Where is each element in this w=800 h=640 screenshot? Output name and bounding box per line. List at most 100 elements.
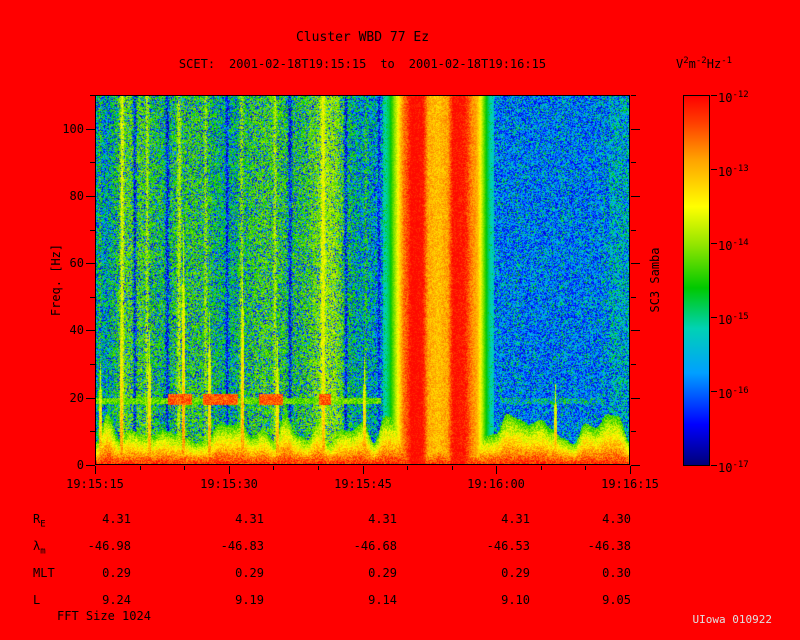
scet-start-time: 2001-02-18T19:15:15: [229, 57, 367, 71]
tick-mark: [86, 330, 95, 331]
y-tick-label: 0: [76, 458, 84, 472]
tick-mark: [273, 466, 274, 470]
eph-value: 4.31: [235, 512, 264, 526]
x-tick-label: 19:16:00: [467, 477, 525, 491]
colorbar-unit-label: V2m-2Hz-1: [676, 56, 733, 71]
y-tick-label: 20: [69, 391, 84, 405]
tick-mark: [90, 431, 95, 432]
tick-mark: [496, 466, 497, 474]
scet-line: SCET: 2001-02-18T19:15:15 to 2001-02-18T19:…: [60, 57, 665, 71]
eph-row-label: RE: [33, 512, 46, 530]
tick-mark: [363, 466, 364, 474]
tick-mark: [452, 466, 453, 470]
tick-mark: [711, 465, 717, 466]
eph-value: 0.30: [602, 566, 631, 580]
tick-mark: [140, 466, 141, 470]
colorbar-tick-label: 10-17: [718, 460, 749, 475]
eph-value: 9.19: [235, 593, 264, 607]
tick-mark: [631, 431, 636, 432]
colorbar-tick-label: 10-13: [718, 164, 749, 179]
tick-mark: [711, 317, 717, 318]
eph-row-mlt: MLT 0.29 0.29 0.29 0.29 0.30: [0, 566, 800, 582]
tick-mark: [631, 196, 640, 197]
tick-mark: [184, 466, 185, 470]
scet-end-time: 2001-02-18T19:16:15: [408, 57, 547, 71]
spectrogram-canvas: [96, 96, 629, 464]
eph-value: -46.83: [220, 539, 264, 553]
colorbar-gradient: [683, 95, 710, 466]
tick-mark: [631, 398, 640, 399]
eph-value: 0.29: [102, 566, 131, 580]
tick-mark: [631, 129, 640, 130]
colorbar-tick-label: 10-14: [718, 238, 749, 253]
tick-mark: [86, 129, 95, 130]
x-tick-label: 19:15:30: [200, 477, 258, 491]
eph-value: 4.31: [368, 512, 397, 526]
tick-mark: [318, 466, 319, 470]
eph-value: 9.14: [368, 593, 397, 607]
eph-value: 9.05: [602, 593, 631, 607]
tick-mark: [631, 297, 636, 298]
plot-area: [95, 95, 630, 465]
tick-mark: [90, 95, 95, 96]
tick-mark: [95, 466, 96, 474]
x-tick-label: 19:15:15: [66, 477, 124, 491]
y-tick-label: 100: [62, 122, 84, 136]
tick-mark: [711, 243, 717, 244]
colorbar-tick-label: 10-16: [718, 386, 749, 401]
plot-title: Cluster WBD 77 Ez: [295, 30, 430, 45]
eph-value: 0.29: [501, 566, 530, 580]
tick-mark: [631, 230, 636, 231]
eph-value: 0.29: [235, 566, 264, 580]
tick-mark: [711, 169, 717, 170]
eph-value: -46.38: [587, 539, 631, 553]
tick-mark: [631, 95, 636, 96]
y-tick-label: 60: [69, 256, 84, 270]
eph-row-label: λm: [33, 539, 46, 557]
y-tick-label: 40: [69, 323, 84, 337]
tick-mark: [90, 230, 95, 231]
tick-mark: [631, 364, 636, 365]
tick-mark: [631, 330, 640, 331]
tick-mark: [407, 466, 408, 470]
eph-row-lambda: λm -46.98 -46.83 -46.68 -46.53 -46.38: [0, 539, 800, 557]
eph-value: -46.68: [353, 539, 397, 553]
tick-mark: [86, 263, 95, 264]
eph-value: -46.53: [486, 539, 530, 553]
tick-mark: [631, 162, 636, 163]
tick-mark: [711, 95, 717, 96]
tick-mark: [630, 466, 631, 474]
tick-mark: [86, 465, 95, 466]
tick-mark: [631, 263, 640, 264]
eph-value: 9.10: [501, 593, 530, 607]
scet-label: SCET:: [178, 57, 216, 71]
colorbar-tick-label: 10-15: [718, 312, 749, 327]
tick-mark: [541, 466, 542, 470]
y-axis-label: Freq. [Hz]: [49, 243, 63, 317]
tick-mark: [90, 297, 95, 298]
x-tick-label: 19:15:45: [334, 477, 392, 491]
tick-mark: [90, 162, 95, 163]
colorbar-tick-label: 10-12: [718, 90, 749, 105]
y-tick-label: 80: [69, 189, 84, 203]
tick-mark: [631, 465, 640, 466]
eph-row-label: L: [33, 593, 41, 607]
eph-row-label: MLT: [33, 566, 55, 580]
scet-to: to: [380, 57, 395, 71]
tick-mark: [585, 466, 586, 470]
eph-value: 4.31: [501, 512, 530, 526]
eph-value: 0.29: [368, 566, 397, 580]
eph-value: 4.31: [102, 512, 131, 526]
tick-mark: [86, 196, 95, 197]
eph-row-l: L 9.24 9.19 9.14 9.10 9.05: [0, 593, 800, 609]
tick-mark: [229, 466, 230, 474]
eph-value: 4.30: [602, 512, 631, 526]
tick-mark: [90, 364, 95, 365]
eph-value: -46.98: [87, 539, 131, 553]
eph-row-re: RE 4.31 4.31 4.31 4.31 4.30: [0, 512, 800, 530]
credit-label: UIowa 010922: [692, 613, 772, 626]
spacecraft-label: SC3 Samba: [648, 247, 662, 313]
eph-value: 9.24: [102, 593, 131, 607]
tick-mark: [86, 398, 95, 399]
